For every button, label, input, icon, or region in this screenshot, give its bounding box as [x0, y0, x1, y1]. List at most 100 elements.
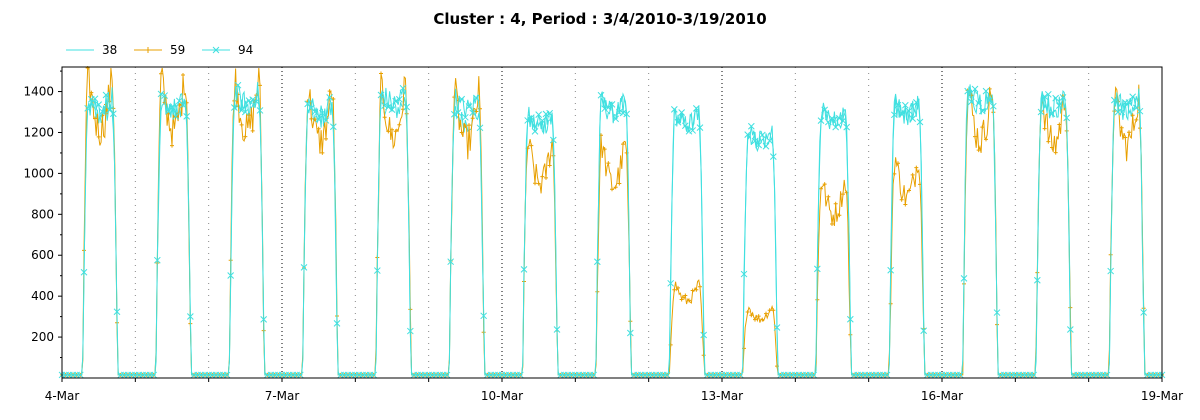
data-point-marker	[617, 181, 622, 186]
data-point-marker	[113, 308, 121, 316]
data-point-marker	[472, 94, 480, 102]
data-point-marker	[329, 123, 337, 131]
data-point-marker	[406, 327, 414, 335]
data-point-marker	[846, 315, 854, 323]
data-point-marker	[993, 309, 1001, 316]
data-point-marker	[520, 266, 528, 273]
data-point-marker	[247, 113, 251, 118]
data-point-marker	[150, 371, 158, 379]
data-point-marker	[1116, 99, 1120, 104]
data-point-marker	[828, 114, 836, 122]
data-point-marker	[181, 72, 185, 77]
data-point-marker	[382, 115, 387, 120]
data-point-marker	[894, 101, 902, 109]
y-tick-label: 1000	[23, 166, 54, 180]
data-point-marker	[689, 127, 697, 134]
data-point-marker	[373, 267, 381, 274]
data-point-marker	[1048, 110, 1056, 118]
data-point-marker	[883, 371, 891, 379]
data-point-marker	[670, 106, 678, 113]
data-point-marker	[701, 353, 706, 358]
data-point-marker	[683, 293, 688, 298]
legend-marker	[212, 46, 220, 54]
data-point-marker	[766, 137, 774, 145]
data-point-marker	[166, 111, 171, 116]
data-point-marker	[399, 84, 407, 92]
data-point-marker	[626, 329, 634, 337]
data-point-marker	[540, 174, 545, 179]
data-point-marker	[667, 279, 675, 287]
data-point-marker	[982, 87, 990, 95]
data-point-marker	[476, 124, 484, 132]
data-point-marker	[326, 94, 334, 101]
data-point-marker	[392, 97, 400, 105]
data-point-marker	[813, 265, 821, 273]
data-point-marker	[769, 153, 777, 161]
data-point-marker	[984, 137, 988, 142]
data-point-marker	[168, 103, 176, 111]
data-point-marker	[663, 371, 671, 379]
data-point-marker	[458, 95, 466, 103]
series-group	[58, 66, 1166, 379]
data-point-marker	[745, 310, 750, 315]
data-point-marker	[1046, 139, 1051, 144]
data-point-marker	[619, 109, 627, 117]
data-point-marker	[547, 163, 552, 168]
data-point-marker	[1059, 93, 1067, 101]
data-point-marker	[324, 136, 328, 141]
data-point-marker	[612, 115, 620, 123]
data-point-marker	[676, 285, 680, 290]
axes: 4-Mar 7-Mar 10-Mar 13-Mar 16-Mar 19-Mar 200 400…	[23, 66, 1183, 403]
data-point-marker	[1107, 267, 1115, 275]
data-point-marker	[393, 129, 398, 134]
data-point-marker	[531, 127, 539, 135]
data-point-marker	[470, 116, 475, 121]
legend-label-38: 38	[102, 43, 117, 57]
data-point-marker	[450, 110, 458, 118]
data-point-marker	[443, 371, 451, 379]
data-point-marker	[773, 324, 781, 331]
data-point-marker	[830, 222, 834, 227]
x-tick-label: 13-Mar	[701, 389, 743, 403]
data-point-marker	[1050, 145, 1054, 150]
data-point-marker	[1130, 113, 1135, 118]
data-point-marker	[91, 95, 99, 103]
x-tick-label: 10-Mar	[481, 389, 523, 403]
data-point-marker	[690, 288, 695, 293]
data-point-marker	[602, 147, 607, 152]
y-tick-label: 1400	[23, 85, 54, 99]
x-tick-label: 16-Mar	[921, 389, 963, 403]
data-point-marker	[546, 109, 554, 117]
data-point-marker	[613, 185, 618, 190]
data-point-marker	[527, 114, 535, 122]
data-point-marker	[896, 161, 900, 166]
data-point-marker	[744, 131, 752, 138]
grid-lines	[134, 67, 1090, 378]
data-point-marker	[377, 91, 385, 99]
data-point-marker	[696, 124, 704, 131]
data-point-marker	[672, 287, 677, 292]
data-point-marker	[1118, 108, 1126, 116]
chart-title: Cluster : 4, Period : 3/4/2010-3/19/2010	[433, 10, 767, 28]
data-point-marker	[309, 116, 314, 121]
data-point-marker	[679, 297, 684, 302]
data-point-marker	[243, 134, 248, 139]
data-point-marker	[296, 371, 304, 379]
data-point-marker	[698, 284, 702, 289]
data-point-marker	[758, 131, 766, 139]
data-point-marker	[753, 317, 757, 322]
data-point-marker	[461, 113, 469, 121]
x-tick-label: 19-Mar	[1141, 389, 1183, 403]
data-point-marker	[260, 316, 268, 323]
data-point-marker	[109, 110, 117, 118]
data-point-marker	[821, 106, 829, 114]
data-point-marker	[822, 182, 827, 187]
data-point-marker	[1052, 94, 1060, 102]
data-point-marker	[755, 141, 763, 149]
data-point-marker	[593, 258, 601, 266]
data-point-marker	[623, 110, 631, 118]
data-point-marker	[516, 371, 524, 379]
data-point-marker	[465, 103, 473, 110]
data-point-marker	[459, 130, 464, 135]
